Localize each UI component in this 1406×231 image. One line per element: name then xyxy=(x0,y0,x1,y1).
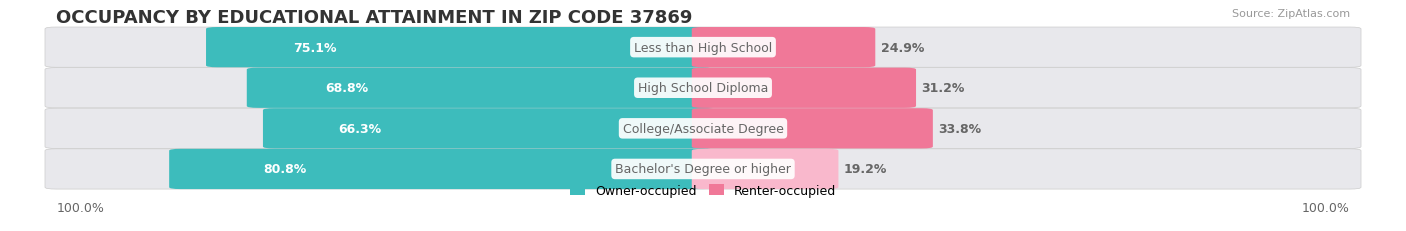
Text: Source: ZipAtlas.com: Source: ZipAtlas.com xyxy=(1232,9,1350,19)
FancyBboxPatch shape xyxy=(692,149,838,189)
Text: 33.8%: 33.8% xyxy=(938,122,981,135)
FancyBboxPatch shape xyxy=(169,149,714,189)
FancyBboxPatch shape xyxy=(45,28,1361,68)
Text: 80.8%: 80.8% xyxy=(263,163,307,176)
Text: 31.2%: 31.2% xyxy=(922,82,965,95)
Text: Less than High School: Less than High School xyxy=(634,41,772,55)
FancyBboxPatch shape xyxy=(45,109,1361,149)
Text: 66.3%: 66.3% xyxy=(339,122,381,135)
FancyBboxPatch shape xyxy=(207,28,714,68)
FancyBboxPatch shape xyxy=(692,28,876,68)
Text: 75.1%: 75.1% xyxy=(292,41,336,55)
FancyBboxPatch shape xyxy=(692,68,917,108)
Text: OCCUPANCY BY EDUCATIONAL ATTAINMENT IN ZIP CODE 37869: OCCUPANCY BY EDUCATIONAL ATTAINMENT IN Z… xyxy=(56,9,693,27)
Text: 24.9%: 24.9% xyxy=(882,41,924,55)
FancyBboxPatch shape xyxy=(692,109,932,149)
Legend: Owner-occupied, Renter-occupied: Owner-occupied, Renter-occupied xyxy=(569,184,837,197)
FancyBboxPatch shape xyxy=(45,68,1361,108)
FancyBboxPatch shape xyxy=(247,68,714,108)
Text: 68.8%: 68.8% xyxy=(325,82,368,95)
Text: Bachelor's Degree or higher: Bachelor's Degree or higher xyxy=(614,163,792,176)
FancyBboxPatch shape xyxy=(45,149,1361,189)
Text: High School Diploma: High School Diploma xyxy=(638,82,768,95)
Text: 100.0%: 100.0% xyxy=(1302,201,1350,214)
Text: College/Associate Degree: College/Associate Degree xyxy=(623,122,783,135)
Text: 19.2%: 19.2% xyxy=(844,163,887,176)
Text: 100.0%: 100.0% xyxy=(56,201,104,214)
FancyBboxPatch shape xyxy=(263,109,714,149)
